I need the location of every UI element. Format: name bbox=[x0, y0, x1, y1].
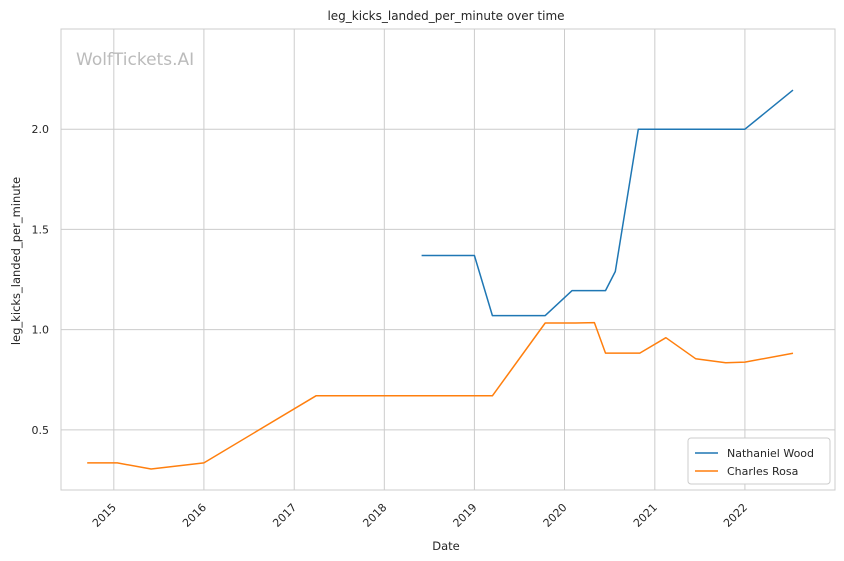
axis-ticks: 2015 2016 2017 2018 2019 2020 2021 2022 0.5 1.0 1.… bbox=[32, 123, 751, 530]
x-tick-label: 2020 bbox=[541, 501, 570, 530]
x-tick-label: 2018 bbox=[360, 501, 389, 530]
gridlines bbox=[61, 29, 835, 490]
legend-box bbox=[687, 437, 831, 485]
y-tick-label: 1.5 bbox=[32, 223, 50, 236]
y-tick-label: 2.0 bbox=[32, 123, 50, 136]
x-tick-label: 2017 bbox=[270, 501, 299, 530]
x-tick-label: 2015 bbox=[90, 501, 119, 530]
series-line-1 bbox=[421, 89, 794, 317]
x-tick-label: 2019 bbox=[451, 501, 480, 530]
x-tick-label: 2021 bbox=[631, 501, 660, 530]
series-line-2 bbox=[87, 321, 794, 470]
chart-title: leg_kicks_landed_per_minute over time bbox=[327, 9, 564, 23]
x-tick-label: 2022 bbox=[721, 501, 750, 530]
legend: Nathaniel Wood Charles Rosa bbox=[687, 437, 831, 485]
legend-label: Charles Rosa bbox=[727, 465, 798, 478]
x-tick-label: 2016 bbox=[180, 501, 209, 530]
watermark-text: WolfTickets.AI bbox=[76, 50, 194, 70]
y-tick-label: 0.5 bbox=[32, 424, 50, 437]
series-lines bbox=[87, 89, 794, 470]
plot-frame bbox=[60, 28, 836, 491]
x-axis-label: Date bbox=[432, 539, 460, 553]
y-axis-label: leg_kicks_landed_per_minute bbox=[9, 177, 23, 345]
legend-label: Nathaniel Wood bbox=[727, 447, 814, 460]
y-tick-label: 1.0 bbox=[32, 324, 50, 337]
